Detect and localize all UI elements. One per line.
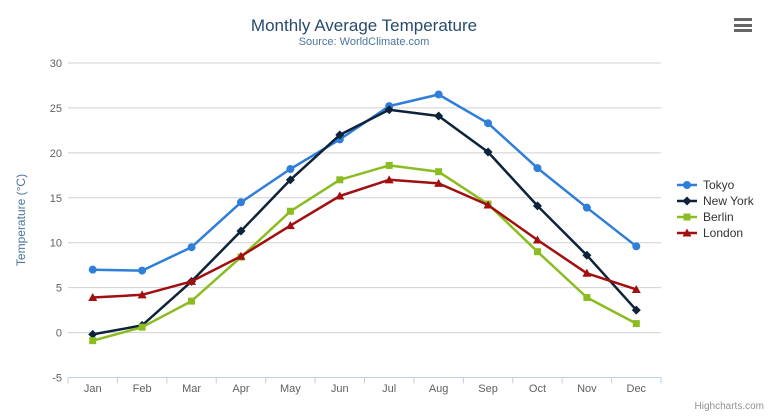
square-marker[interactable]	[188, 297, 196, 305]
square-marker[interactable]	[683, 213, 691, 221]
triangle-marker[interactable]	[532, 235, 542, 244]
circle-marker[interactable]	[187, 243, 196, 252]
legend-marker-diamond	[677, 196, 697, 206]
x-axis-label: Dec	[627, 383, 647, 395]
x-axis-label: Nov	[577, 383, 597, 395]
chart-subtitle: Source: WorldClimate.com	[299, 36, 430, 48]
triangle-marker[interactable]	[682, 228, 692, 237]
square-marker[interactable]	[336, 176, 344, 184]
circle-marker[interactable]	[533, 164, 542, 173]
triangle-marker[interactable]	[285, 221, 295, 230]
series-line-new-york[interactable]	[91, 108, 638, 336]
x-axis-label: Jan	[84, 383, 102, 395]
legend-marker-square	[677, 213, 697, 221]
circle-marker[interactable]	[683, 181, 691, 189]
legend-item-berlin[interactable]: Berlin	[676, 209, 754, 225]
diamond-marker[interactable]	[434, 111, 444, 121]
diamond-marker[interactable]	[335, 130, 345, 140]
diamond-marker[interactable]	[631, 305, 641, 315]
x-axis-label: Jun	[331, 383, 349, 395]
y-axis-label: 10	[50, 238, 62, 250]
square-marker[interactable]	[533, 248, 541, 256]
circle-marker[interactable]	[582, 203, 591, 212]
square-marker[interactable]	[89, 337, 97, 345]
y-axis-title: Temperature (°C)	[14, 174, 28, 266]
circle-marker[interactable]	[88, 265, 97, 274]
triangle-marker[interactable]	[187, 276, 197, 285]
legend-item-new-york[interactable]: New York	[676, 193, 754, 209]
square-marker[interactable]	[385, 161, 393, 169]
x-axis-label: Apr	[232, 383, 249, 395]
y-axis-label: -5	[52, 373, 62, 385]
x-axis-label: Mar	[182, 383, 201, 395]
circle-marker[interactable]	[632, 242, 641, 251]
diamond-marker[interactable]	[285, 175, 295, 185]
diamond-marker[interactable]	[682, 196, 692, 206]
triangle-marker[interactable]	[582, 268, 592, 277]
y-axis-label: 0	[56, 328, 62, 340]
legend-label: London	[703, 226, 744, 240]
legend: Tokyo New York Berlin London	[676, 177, 754, 241]
square-marker[interactable]	[583, 294, 591, 302]
circle-marker[interactable]	[484, 119, 493, 128]
y-axis-label: 30	[50, 58, 62, 70]
legend-item-london[interactable]: London	[676, 225, 754, 241]
x-axis-label: Aug	[429, 383, 449, 395]
triangle-marker[interactable]	[631, 284, 641, 293]
legend-marker-circle	[677, 181, 697, 189]
y-axis-label: 5	[56, 283, 62, 295]
diamond-marker[interactable]	[384, 105, 394, 115]
circle-marker[interactable]	[286, 165, 295, 174]
diamond-marker[interactable]	[483, 147, 493, 157]
square-marker[interactable]	[286, 207, 294, 215]
triangle-marker[interactable]	[483, 200, 493, 209]
triangle-marker[interactable]	[236, 251, 246, 260]
x-axis-label: May	[280, 383, 301, 395]
legend-marker-triangle	[677, 228, 697, 237]
triangle-marker[interactable]	[88, 293, 98, 302]
square-marker[interactable]	[138, 323, 146, 331]
export-menu-button[interactable]	[732, 17, 754, 33]
x-axis-label: Oct	[529, 383, 546, 395]
hamburger-icon	[734, 18, 752, 21]
y-axis-label: 15	[50, 193, 62, 205]
diamond-marker[interactable]	[582, 250, 592, 260]
y-axis-label: 25	[50, 103, 62, 115]
x-axis-label: Feb	[133, 383, 152, 395]
circle-marker[interactable]	[138, 266, 147, 275]
series-line-berlin[interactable]	[91, 164, 638, 342]
circle-marker[interactable]	[434, 90, 443, 99]
y-axis-label: 20	[50, 148, 62, 160]
series-line-london[interactable]	[91, 178, 638, 299]
legend-label: New York	[703, 194, 754, 208]
triangle-marker[interactable]	[335, 191, 345, 200]
square-marker[interactable]	[435, 168, 443, 176]
legend-item-tokyo[interactable]: Tokyo	[676, 177, 754, 193]
x-axis-label: Sep	[478, 383, 498, 395]
diamond-marker[interactable]	[532, 201, 542, 211]
circle-marker[interactable]	[236, 198, 245, 207]
legend-label: Tokyo	[703, 178, 735, 192]
diamond-marker[interactable]	[236, 226, 246, 236]
diamond-marker[interactable]	[88, 329, 98, 339]
chart-title: Monthly Average Temperature	[251, 16, 477, 35]
triangle-marker[interactable]	[434, 178, 444, 187]
triangle-marker[interactable]	[384, 175, 394, 184]
plot-area: 30 25 20 15 10 5 0 -5 Jan Feb Mar Apr May Jun Jul Aug Se…	[50, 58, 662, 395]
triangle-marker[interactable]	[137, 290, 147, 299]
legend-label: Berlin	[703, 210, 734, 224]
highcharts-credit[interactable]: Highcharts.com	[694, 401, 764, 412]
x-axis-label: Jul	[382, 383, 396, 395]
square-marker[interactable]	[632, 320, 640, 328]
